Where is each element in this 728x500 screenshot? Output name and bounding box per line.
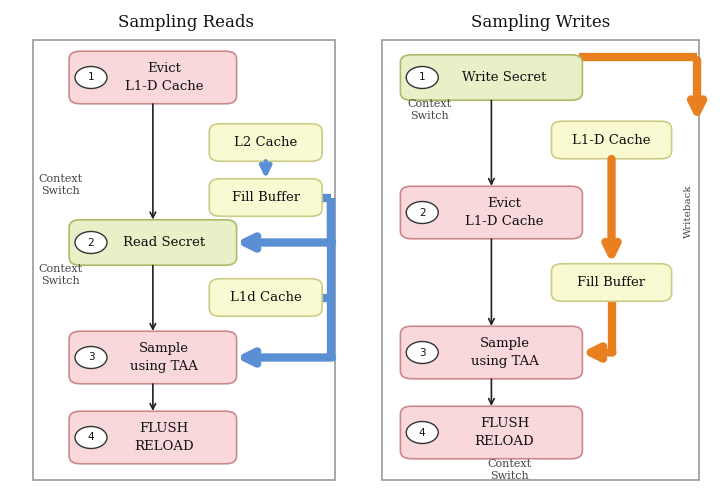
Text: L1-D Cache: L1-D Cache (124, 80, 203, 93)
Text: Context
Switch: Context Switch (39, 174, 82, 196)
Text: Sampling Reads: Sampling Reads (118, 14, 253, 31)
Text: L1-D Cache: L1-D Cache (572, 134, 651, 146)
Text: 4: 4 (419, 428, 426, 438)
FancyBboxPatch shape (400, 406, 582, 459)
Text: Sample: Sample (480, 337, 529, 350)
Text: L1d Cache: L1d Cache (230, 291, 301, 304)
FancyBboxPatch shape (400, 186, 582, 239)
Text: L1-D Cache: L1-D Cache (465, 215, 544, 228)
Text: 3: 3 (87, 352, 95, 362)
Text: Fill Buffer: Fill Buffer (232, 191, 300, 204)
FancyBboxPatch shape (210, 278, 322, 316)
Text: 1: 1 (87, 72, 95, 83)
Text: Writeback: Writeback (684, 184, 693, 238)
Text: Context
Switch: Context Switch (488, 459, 531, 481)
Text: Evict: Evict (488, 197, 521, 210)
Text: Fill Buffer: Fill Buffer (577, 276, 646, 289)
Circle shape (406, 202, 438, 224)
Text: Context
Switch: Context Switch (408, 99, 451, 121)
Text: using TAA: using TAA (130, 360, 198, 373)
Text: using TAA: using TAA (470, 355, 539, 368)
Text: RELOAD: RELOAD (134, 440, 194, 453)
FancyBboxPatch shape (552, 264, 672, 301)
FancyBboxPatch shape (69, 332, 237, 384)
Text: Sample: Sample (139, 342, 189, 355)
Circle shape (406, 342, 438, 363)
FancyBboxPatch shape (210, 179, 322, 216)
Text: L2 Cache: L2 Cache (234, 136, 297, 149)
Text: RELOAD: RELOAD (475, 435, 534, 448)
Text: 1: 1 (419, 72, 426, 83)
Circle shape (75, 232, 107, 254)
FancyBboxPatch shape (69, 220, 237, 265)
Text: Read Secret: Read Secret (123, 236, 205, 249)
FancyBboxPatch shape (69, 52, 237, 104)
FancyBboxPatch shape (33, 40, 335, 480)
FancyBboxPatch shape (69, 411, 237, 464)
Text: Evict: Evict (147, 62, 181, 75)
Text: FLUSH: FLUSH (480, 417, 529, 430)
FancyBboxPatch shape (210, 124, 322, 161)
Text: FLUSH: FLUSH (139, 422, 189, 435)
Text: 4: 4 (87, 432, 95, 442)
Circle shape (75, 66, 107, 88)
FancyBboxPatch shape (552, 121, 672, 159)
Circle shape (75, 346, 107, 368)
Text: 2: 2 (87, 238, 95, 248)
FancyBboxPatch shape (400, 55, 582, 100)
Text: Context
Switch: Context Switch (39, 264, 82, 286)
Text: Write Secret: Write Secret (462, 71, 547, 84)
FancyBboxPatch shape (400, 326, 582, 379)
Text: 2: 2 (419, 208, 426, 218)
Circle shape (406, 66, 438, 88)
FancyBboxPatch shape (382, 40, 699, 480)
Circle shape (75, 426, 107, 448)
Circle shape (406, 422, 438, 444)
Text: Sampling Writes: Sampling Writes (470, 14, 610, 31)
Text: 3: 3 (419, 348, 426, 358)
